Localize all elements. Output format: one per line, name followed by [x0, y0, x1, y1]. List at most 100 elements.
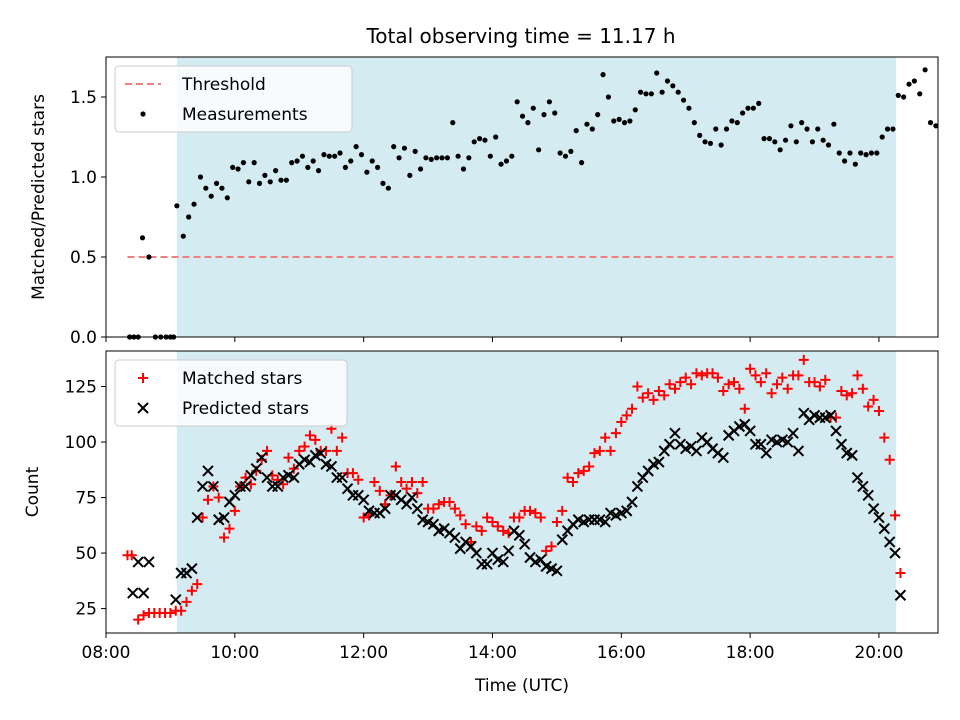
- predicted-point: [878, 522, 891, 535]
- measurement-point: [809, 139, 815, 145]
- predicted-point: [336, 471, 348, 484]
- predicted-point: [824, 409, 837, 422]
- predicted-point: [846, 449, 858, 462]
- measurement-point: [573, 128, 579, 134]
- matched-point: [224, 523, 235, 534]
- matched-point: [782, 383, 793, 394]
- measurement-point: [444, 155, 450, 161]
- measurement-point: [289, 160, 295, 166]
- matched-point: [771, 379, 782, 390]
- figure-title: Total observing time = 11.17 h: [365, 24, 675, 48]
- matched-point: [347, 468, 358, 479]
- measurement-point: [595, 112, 601, 118]
- measurement-point: [294, 158, 300, 164]
- matched-point: [213, 492, 224, 503]
- measurement-point: [605, 94, 612, 100]
- measurement-point: [267, 179, 273, 185]
- matched-point: [535, 512, 546, 523]
- matched-point: [176, 605, 187, 616]
- measurement-point: [493, 134, 499, 140]
- predicted-point: [755, 438, 767, 450]
- matched-point: [755, 377, 766, 388]
- y-tick-label: 0.0: [70, 328, 97, 348]
- matched-point: [873, 405, 884, 416]
- predicted-point: [255, 451, 268, 464]
- matched-point: [600, 432, 611, 443]
- legend: Matched stars Predicted stars: [114, 359, 348, 427]
- measurement-point: [557, 150, 563, 156]
- matched-point: [777, 372, 788, 383]
- measurement-point: [235, 166, 241, 172]
- measurement-point: [536, 147, 542, 153]
- predicted-point: [857, 480, 869, 493]
- predicted-point: [502, 545, 515, 557]
- measurement-point: [895, 92, 901, 98]
- matched-point: [337, 432, 348, 443]
- measurement-point: [874, 150, 880, 156]
- matched-point: [181, 596, 192, 607]
- matched-point: [814, 381, 825, 392]
- measurement-point: [385, 185, 391, 191]
- measurement-point: [337, 150, 343, 156]
- measurement-point: [203, 185, 209, 191]
- measurement-point: [326, 153, 332, 159]
- matched-point: [138, 610, 149, 621]
- predicted-point: [411, 502, 424, 515]
- predicted-point: [272, 480, 284, 493]
- predicted-point: [830, 425, 842, 437]
- measurement-point: [799, 120, 805, 126]
- matched-point: [482, 512, 493, 523]
- measurement-point: [273, 168, 279, 174]
- matched-point: [126, 550, 137, 561]
- matched-point: [696, 370, 707, 381]
- measurement-point: [186, 214, 192, 220]
- x-tick-label: 14:00: [468, 643, 517, 663]
- measurement-point: [180, 233, 186, 239]
- predicted-point: [883, 536, 896, 548]
- matched-point: [809, 377, 820, 388]
- matched-point: [390, 461, 401, 472]
- measurement-point: [782, 137, 789, 143]
- x-axis-label: Time (UTC): [474, 676, 569, 696]
- measurement-point: [707, 140, 714, 146]
- matched-point: [847, 388, 858, 399]
- measurement-point: [503, 158, 510, 164]
- measurement-point: [262, 172, 268, 178]
- matched-point: [621, 410, 632, 421]
- predicted-point: [717, 451, 729, 464]
- matched-point: [841, 390, 852, 401]
- measurement-point: [412, 148, 418, 154]
- measurement-point: [391, 144, 397, 150]
- measurement-point: [364, 169, 370, 175]
- predicted-point: [760, 447, 772, 459]
- measurement-point: [933, 123, 939, 129]
- measurement-point: [734, 120, 740, 126]
- measurement-point: [240, 160, 247, 166]
- measurement-point: [718, 142, 724, 148]
- predicted-point: [170, 593, 182, 606]
- measurement-point: [146, 254, 152, 260]
- measurement-point: [632, 107, 638, 113]
- predicted-point: [867, 502, 880, 515]
- matched-point: [133, 614, 144, 625]
- measurement-point: [568, 148, 574, 154]
- count-panel: 25 50 75 100 125 08:00 10:00 12:00 14:00 16:00 18:…: [23, 350, 939, 696]
- y-tick-label: 25: [75, 600, 97, 620]
- predicted-point: [132, 556, 144, 568]
- y-tick-label: 100: [65, 433, 97, 453]
- measurement-point: [670, 83, 676, 89]
- measurement-point: [546, 99, 552, 105]
- measurement-point: [777, 147, 783, 153]
- matched-point: [836, 385, 847, 396]
- matched-point: [229, 505, 240, 516]
- measurement-point: [299, 153, 306, 159]
- measurement-point: [541, 112, 547, 118]
- measurement-point: [471, 139, 477, 145]
- predicted-point: [792, 445, 805, 457]
- matched-point: [299, 441, 310, 452]
- predicted-point: [626, 496, 638, 508]
- measurement-point: [283, 177, 289, 183]
- measurement-point: [621, 120, 628, 126]
- predicted-point: [143, 556, 155, 568]
- measurement-point: [911, 78, 917, 84]
